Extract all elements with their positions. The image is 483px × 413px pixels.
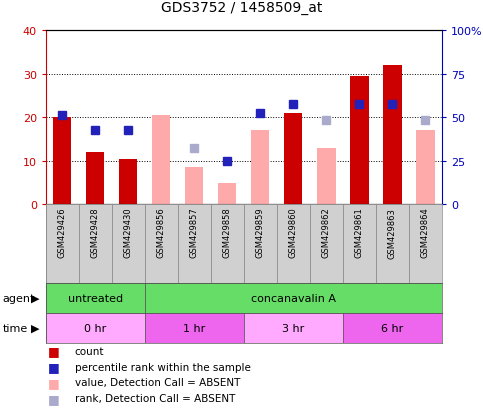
- Text: GSM429860: GSM429860: [289, 207, 298, 258]
- Text: ■: ■: [48, 344, 60, 358]
- Text: GSM429856: GSM429856: [157, 207, 166, 258]
- Text: count: count: [75, 346, 104, 356]
- Text: GSM429858: GSM429858: [223, 207, 232, 258]
- Text: GSM429426: GSM429426: [58, 207, 67, 258]
- Bar: [350, 77, 369, 205]
- Text: agent: agent: [2, 293, 35, 303]
- Text: percentile rank within the sample: percentile rank within the sample: [75, 362, 251, 372]
- Text: GSM429859: GSM429859: [256, 207, 265, 258]
- Text: 0 hr: 0 hr: [84, 323, 107, 333]
- Text: GSM429861: GSM429861: [355, 207, 364, 258]
- Bar: [185, 168, 203, 205]
- Text: untreated: untreated: [68, 293, 123, 303]
- Bar: [145, 313, 244, 343]
- Bar: [46, 205, 79, 283]
- Bar: [244, 313, 343, 343]
- Bar: [145, 283, 442, 313]
- Bar: [46, 313, 145, 343]
- Bar: [46, 283, 145, 313]
- Bar: [79, 205, 112, 283]
- Bar: [284, 114, 302, 205]
- Bar: [178, 205, 211, 283]
- Text: GSM429430: GSM429430: [124, 207, 133, 258]
- Text: 1 hr: 1 hr: [183, 323, 206, 333]
- Text: 6 hr: 6 hr: [381, 323, 404, 333]
- Text: time: time: [2, 323, 28, 333]
- Text: concanavalin A: concanavalin A: [251, 293, 336, 303]
- Bar: [53, 118, 71, 205]
- Bar: [152, 116, 170, 205]
- Text: 3 hr: 3 hr: [282, 323, 305, 333]
- Text: GDS3752 / 1458509_at: GDS3752 / 1458509_at: [161, 1, 322, 15]
- Text: ■: ■: [48, 360, 60, 373]
- Bar: [416, 131, 435, 205]
- Text: GSM429428: GSM429428: [91, 207, 100, 258]
- Text: ■: ■: [48, 376, 60, 389]
- Bar: [310, 205, 343, 283]
- Bar: [277, 205, 310, 283]
- Text: GSM429862: GSM429862: [322, 207, 331, 258]
- Text: GSM429863: GSM429863: [388, 207, 397, 258]
- Text: ■: ■: [48, 392, 60, 405]
- Bar: [211, 205, 244, 283]
- Bar: [112, 205, 145, 283]
- Text: ▶: ▶: [31, 293, 40, 303]
- Text: GSM429864: GSM429864: [421, 207, 430, 258]
- Bar: [244, 205, 277, 283]
- Bar: [218, 183, 237, 205]
- Bar: [409, 205, 442, 283]
- Text: value, Detection Call = ABSENT: value, Detection Call = ABSENT: [75, 377, 240, 387]
- Text: ▶: ▶: [31, 323, 40, 333]
- Bar: [145, 205, 178, 283]
- Bar: [376, 205, 409, 283]
- Bar: [384, 66, 401, 205]
- Bar: [86, 153, 104, 205]
- Bar: [343, 205, 376, 283]
- Bar: [343, 313, 442, 343]
- Bar: [317, 148, 336, 205]
- Text: rank, Detection Call = ABSENT: rank, Detection Call = ABSENT: [75, 393, 235, 403]
- Bar: [251, 131, 270, 205]
- Bar: [119, 159, 138, 205]
- Text: GSM429857: GSM429857: [190, 207, 199, 258]
